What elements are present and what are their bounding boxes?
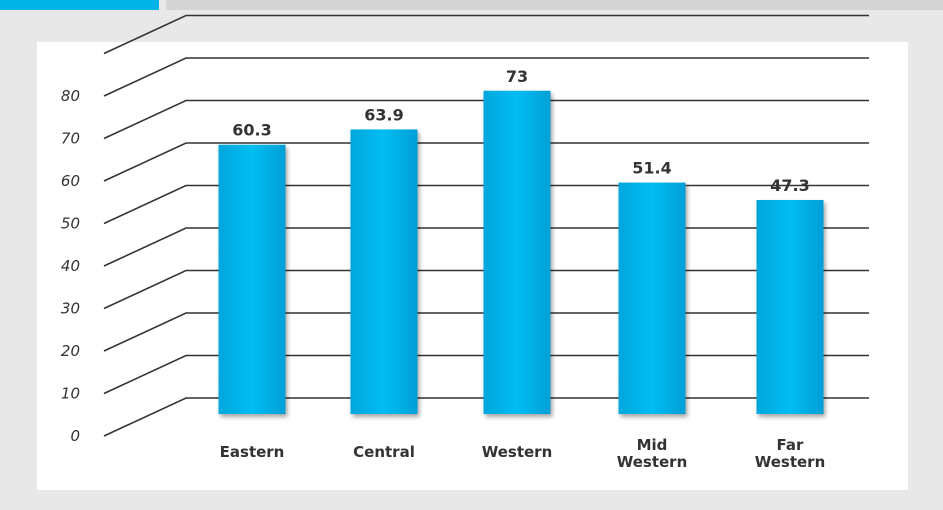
- x-category-label: Mid Western: [617, 436, 688, 471]
- y-tick-label: 0: [70, 427, 80, 445]
- y-tick-label: 10: [61, 385, 80, 403]
- bar: [218, 144, 286, 414]
- bar-value-label: 60.3: [232, 121, 271, 140]
- x-category-label: Central: [353, 443, 415, 461]
- bar: [483, 90, 551, 414]
- bar-value-label: 73: [506, 67, 528, 86]
- gridline: [103, 14, 869, 55]
- bar: [618, 182, 686, 414]
- y-tick-label: 20: [61, 342, 80, 360]
- bar-value-label: 63.9: [364, 105, 403, 124]
- x-category-label: Far Western: [755, 436, 826, 471]
- gridline: [103, 57, 869, 97]
- bar-value-label: 51.4: [632, 159, 671, 178]
- gridline: [103, 99, 869, 140]
- y-tick-label: 60: [61, 172, 80, 190]
- header-bar: [166, 0, 943, 10]
- y-tick-label: 70: [61, 130, 80, 148]
- gridline: [103, 142, 869, 182]
- y-tick-label: 50: [61, 215, 80, 233]
- bar: [756, 199, 824, 414]
- y-tick-label: 80: [61, 87, 80, 105]
- header-accent-bar: [0, 0, 159, 10]
- x-category-label: Western: [482, 443, 553, 461]
- bar-value-label: 47.3: [770, 176, 809, 195]
- bar: [350, 129, 418, 415]
- x-category-label: Eastern: [220, 443, 285, 461]
- y-tick-label: 40: [61, 257, 80, 275]
- y-tick-label: 30: [61, 300, 80, 318]
